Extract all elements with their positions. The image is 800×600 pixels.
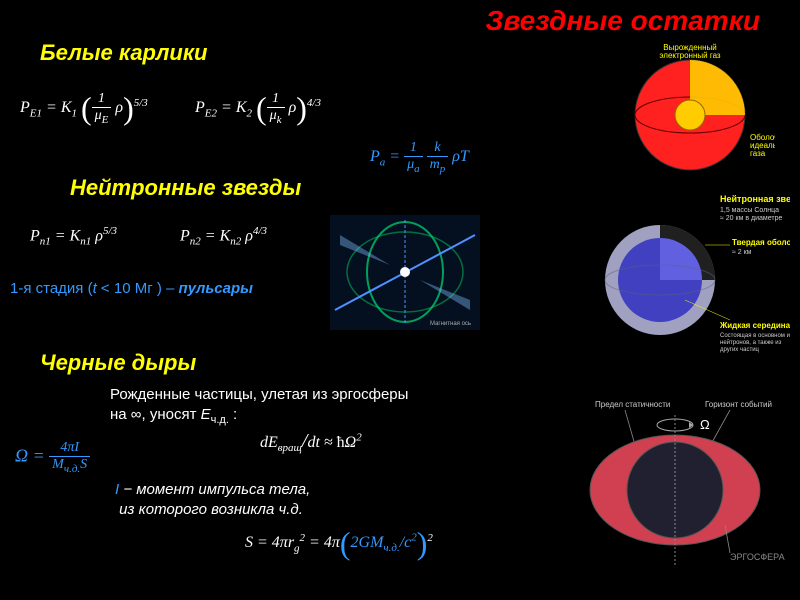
formula-pa: Pa = 1μa kmp ρT [370, 140, 469, 175]
svg-text:Жидкая середина: Жидкая середина [719, 321, 790, 330]
blackhole-text2: I − момент импульса тела, из которого во… [115, 480, 315, 519]
svg-text:нейтронов, а также из: нейтронов, а также из [720, 339, 782, 346]
svg-text:Горизонт событий: Горизонт событий [705, 400, 772, 409]
formula-s: S = 4πrg2 = 4π(2GMч.д./c2)2 [245, 525, 433, 562]
formula-omega: Ω = 4πIMч.д.S [15, 440, 90, 475]
svg-text:≈ 20 км в диаметре: ≈ 20 км в диаметре [720, 215, 782, 222]
svg-text:≈ 2 км: ≈ 2 км [732, 249, 752, 256]
formula-pn1: Pn1 = Kn1 ρ5/3 [30, 225, 117, 248]
pulsar-diagram: Магнитная ось [330, 215, 480, 330]
svg-text:Ω: Ω [700, 417, 710, 432]
svg-text:Предел статичности: Предел статичности [595, 400, 670, 409]
svg-text:ЭРГОСФЕРА: ЭРГОСФЕРА [730, 552, 785, 562]
svg-text:электронный газ: электронный газ [659, 51, 721, 60]
svg-text:Твердая оболочка: Твердая оболочка [732, 238, 790, 247]
svg-text:газа: газа [750, 149, 766, 158]
svg-text:Магнитная ось: Магнитная ось [430, 321, 471, 327]
blackholes-heading: Черные дыры [40, 350, 196, 376]
neutronstar-cutaway: Нейтронная звезда 1,5 массы Солнца ≈ 20 … [590, 190, 790, 360]
formula-pn2: Pn2 = Kn2 ρ4/3 [180, 225, 267, 248]
svg-text:Состоящая в основном из: Состоящая в основном из [720, 333, 790, 339]
svg-text:других частиц: других частиц [720, 347, 760, 353]
whitedwarf-diagram: Вырожденный электронный газ Оболочка иде… [605, 40, 775, 180]
svg-text:Нейтронная звезда: Нейтронная звезда [720, 194, 790, 204]
main-title: Звездные остатки [485, 5, 760, 37]
formula-pe1: PE1 = K1 (1μE ρ)5/3 [20, 90, 148, 127]
svg-text:1,5 массы Солнца: 1,5 массы Солнца [720, 207, 779, 214]
pulsar-note: 1-я стадия (t < 10 Мг ) – пульсары [10, 280, 253, 297]
whitedwarfs-heading: Белые карлики [40, 40, 207, 66]
formula-de: dEвращ/dt ≈ ħΩ2 [260, 430, 362, 454]
blackhole-text1: Рожденные частицы, улетая из эргосферына… [110, 385, 460, 427]
formula-pe2: PE2 = K2 (1μk ρ)4/3 [195, 90, 321, 127]
blackhole-diagram: Предел статичности Горизонт событий Ω ЭР… [565, 395, 785, 575]
neutronstars-heading: Нейтронные звезды [70, 175, 301, 201]
